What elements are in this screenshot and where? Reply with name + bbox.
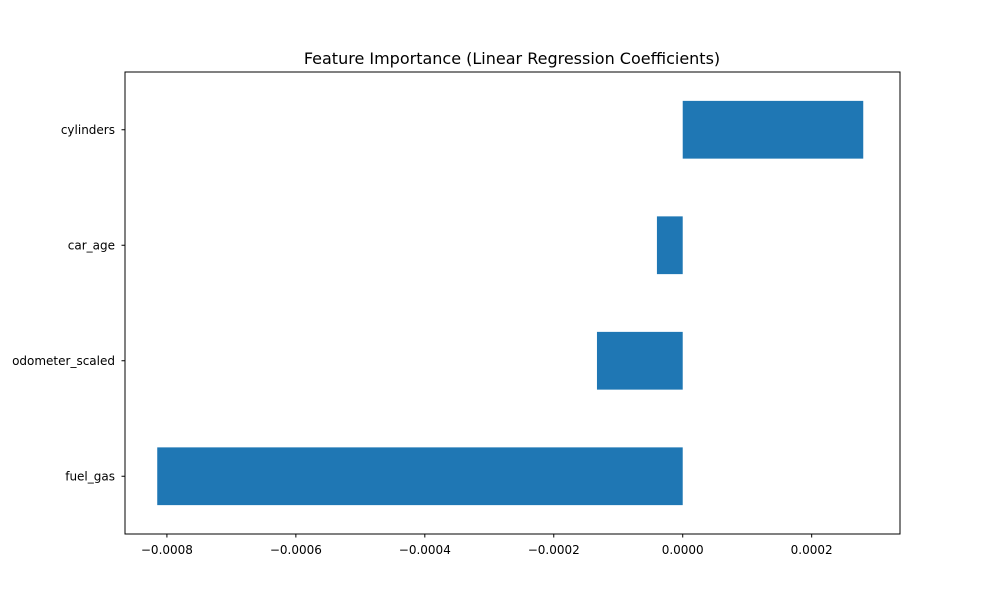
- bar-car-age: [656, 216, 683, 275]
- y-tick-label: odometer_scaled: [12, 354, 115, 368]
- x-tick-label: −0.0002: [528, 543, 580, 557]
- chart-title: Feature Importance (Linear Regression Co…: [304, 49, 720, 68]
- y-tick-label: cylinders: [61, 123, 115, 137]
- x-tick-label: −0.0006: [270, 543, 322, 557]
- bar-odometer-scaled: [596, 331, 683, 390]
- x-tick-label: −0.0004: [399, 543, 451, 557]
- bars-group: [157, 100, 864, 506]
- bar-cylinders: [682, 100, 864, 159]
- y-tick-label: car_age: [68, 238, 115, 252]
- bar-fuel-gas: [157, 447, 683, 506]
- y-tick-label: fuel_gas: [65, 469, 115, 483]
- x-tick-label: −0.0008: [141, 543, 193, 557]
- y-axis: fuel_gas odometer_scaled car_age cylinders: [12, 123, 125, 483]
- plot-frame: [124, 71, 901, 535]
- x-tick-label: 0.0000: [662, 543, 704, 557]
- x-axis: −0.0008 −0.0006 −0.0004 −0.0002 0.0000 0.0002: [141, 534, 833, 557]
- x-tick-label: 0.0002: [791, 543, 833, 557]
